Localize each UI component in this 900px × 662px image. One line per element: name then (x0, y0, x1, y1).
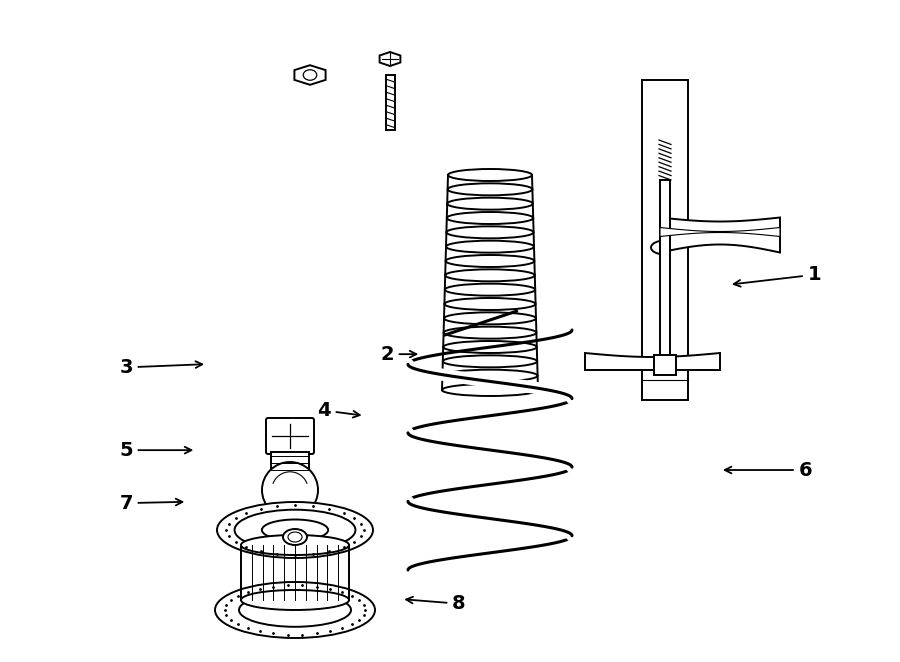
Ellipse shape (447, 198, 533, 210)
Bar (660, 180, 670, 360)
Ellipse shape (443, 341, 536, 353)
Ellipse shape (241, 535, 349, 555)
Ellipse shape (445, 298, 536, 310)
Polygon shape (660, 228, 780, 236)
Bar (654, 355, 676, 375)
Polygon shape (660, 218, 780, 252)
Ellipse shape (446, 269, 535, 281)
Text: 8: 8 (406, 594, 466, 613)
Ellipse shape (215, 582, 375, 638)
Ellipse shape (235, 510, 356, 550)
Ellipse shape (303, 70, 317, 80)
Ellipse shape (444, 312, 536, 324)
Ellipse shape (444, 326, 536, 339)
Ellipse shape (442, 384, 538, 396)
Ellipse shape (446, 241, 534, 253)
Polygon shape (380, 52, 400, 66)
Text: 3: 3 (119, 358, 202, 377)
Ellipse shape (446, 255, 535, 267)
FancyBboxPatch shape (266, 418, 314, 454)
Ellipse shape (445, 283, 536, 296)
Text: 5: 5 (119, 441, 192, 459)
Ellipse shape (443, 355, 537, 367)
Polygon shape (294, 65, 326, 85)
Ellipse shape (262, 462, 318, 518)
Ellipse shape (239, 593, 351, 627)
Text: 1: 1 (734, 265, 822, 287)
Ellipse shape (446, 212, 533, 224)
Ellipse shape (446, 226, 534, 238)
Text: 7: 7 (119, 494, 183, 512)
Text: 9: 9 (252, 594, 282, 613)
Ellipse shape (217, 502, 373, 558)
Text: 2: 2 (380, 345, 417, 363)
Ellipse shape (283, 529, 307, 545)
Polygon shape (585, 353, 720, 370)
Text: 6: 6 (724, 461, 813, 479)
Ellipse shape (448, 169, 532, 181)
Ellipse shape (443, 369, 537, 382)
Bar (271, 452, 309, 474)
Ellipse shape (241, 590, 349, 610)
Ellipse shape (288, 532, 302, 542)
Ellipse shape (447, 183, 533, 195)
Text: 4: 4 (317, 401, 360, 420)
Bar (385, 75, 394, 130)
Ellipse shape (262, 520, 328, 540)
Bar (642, 80, 688, 400)
